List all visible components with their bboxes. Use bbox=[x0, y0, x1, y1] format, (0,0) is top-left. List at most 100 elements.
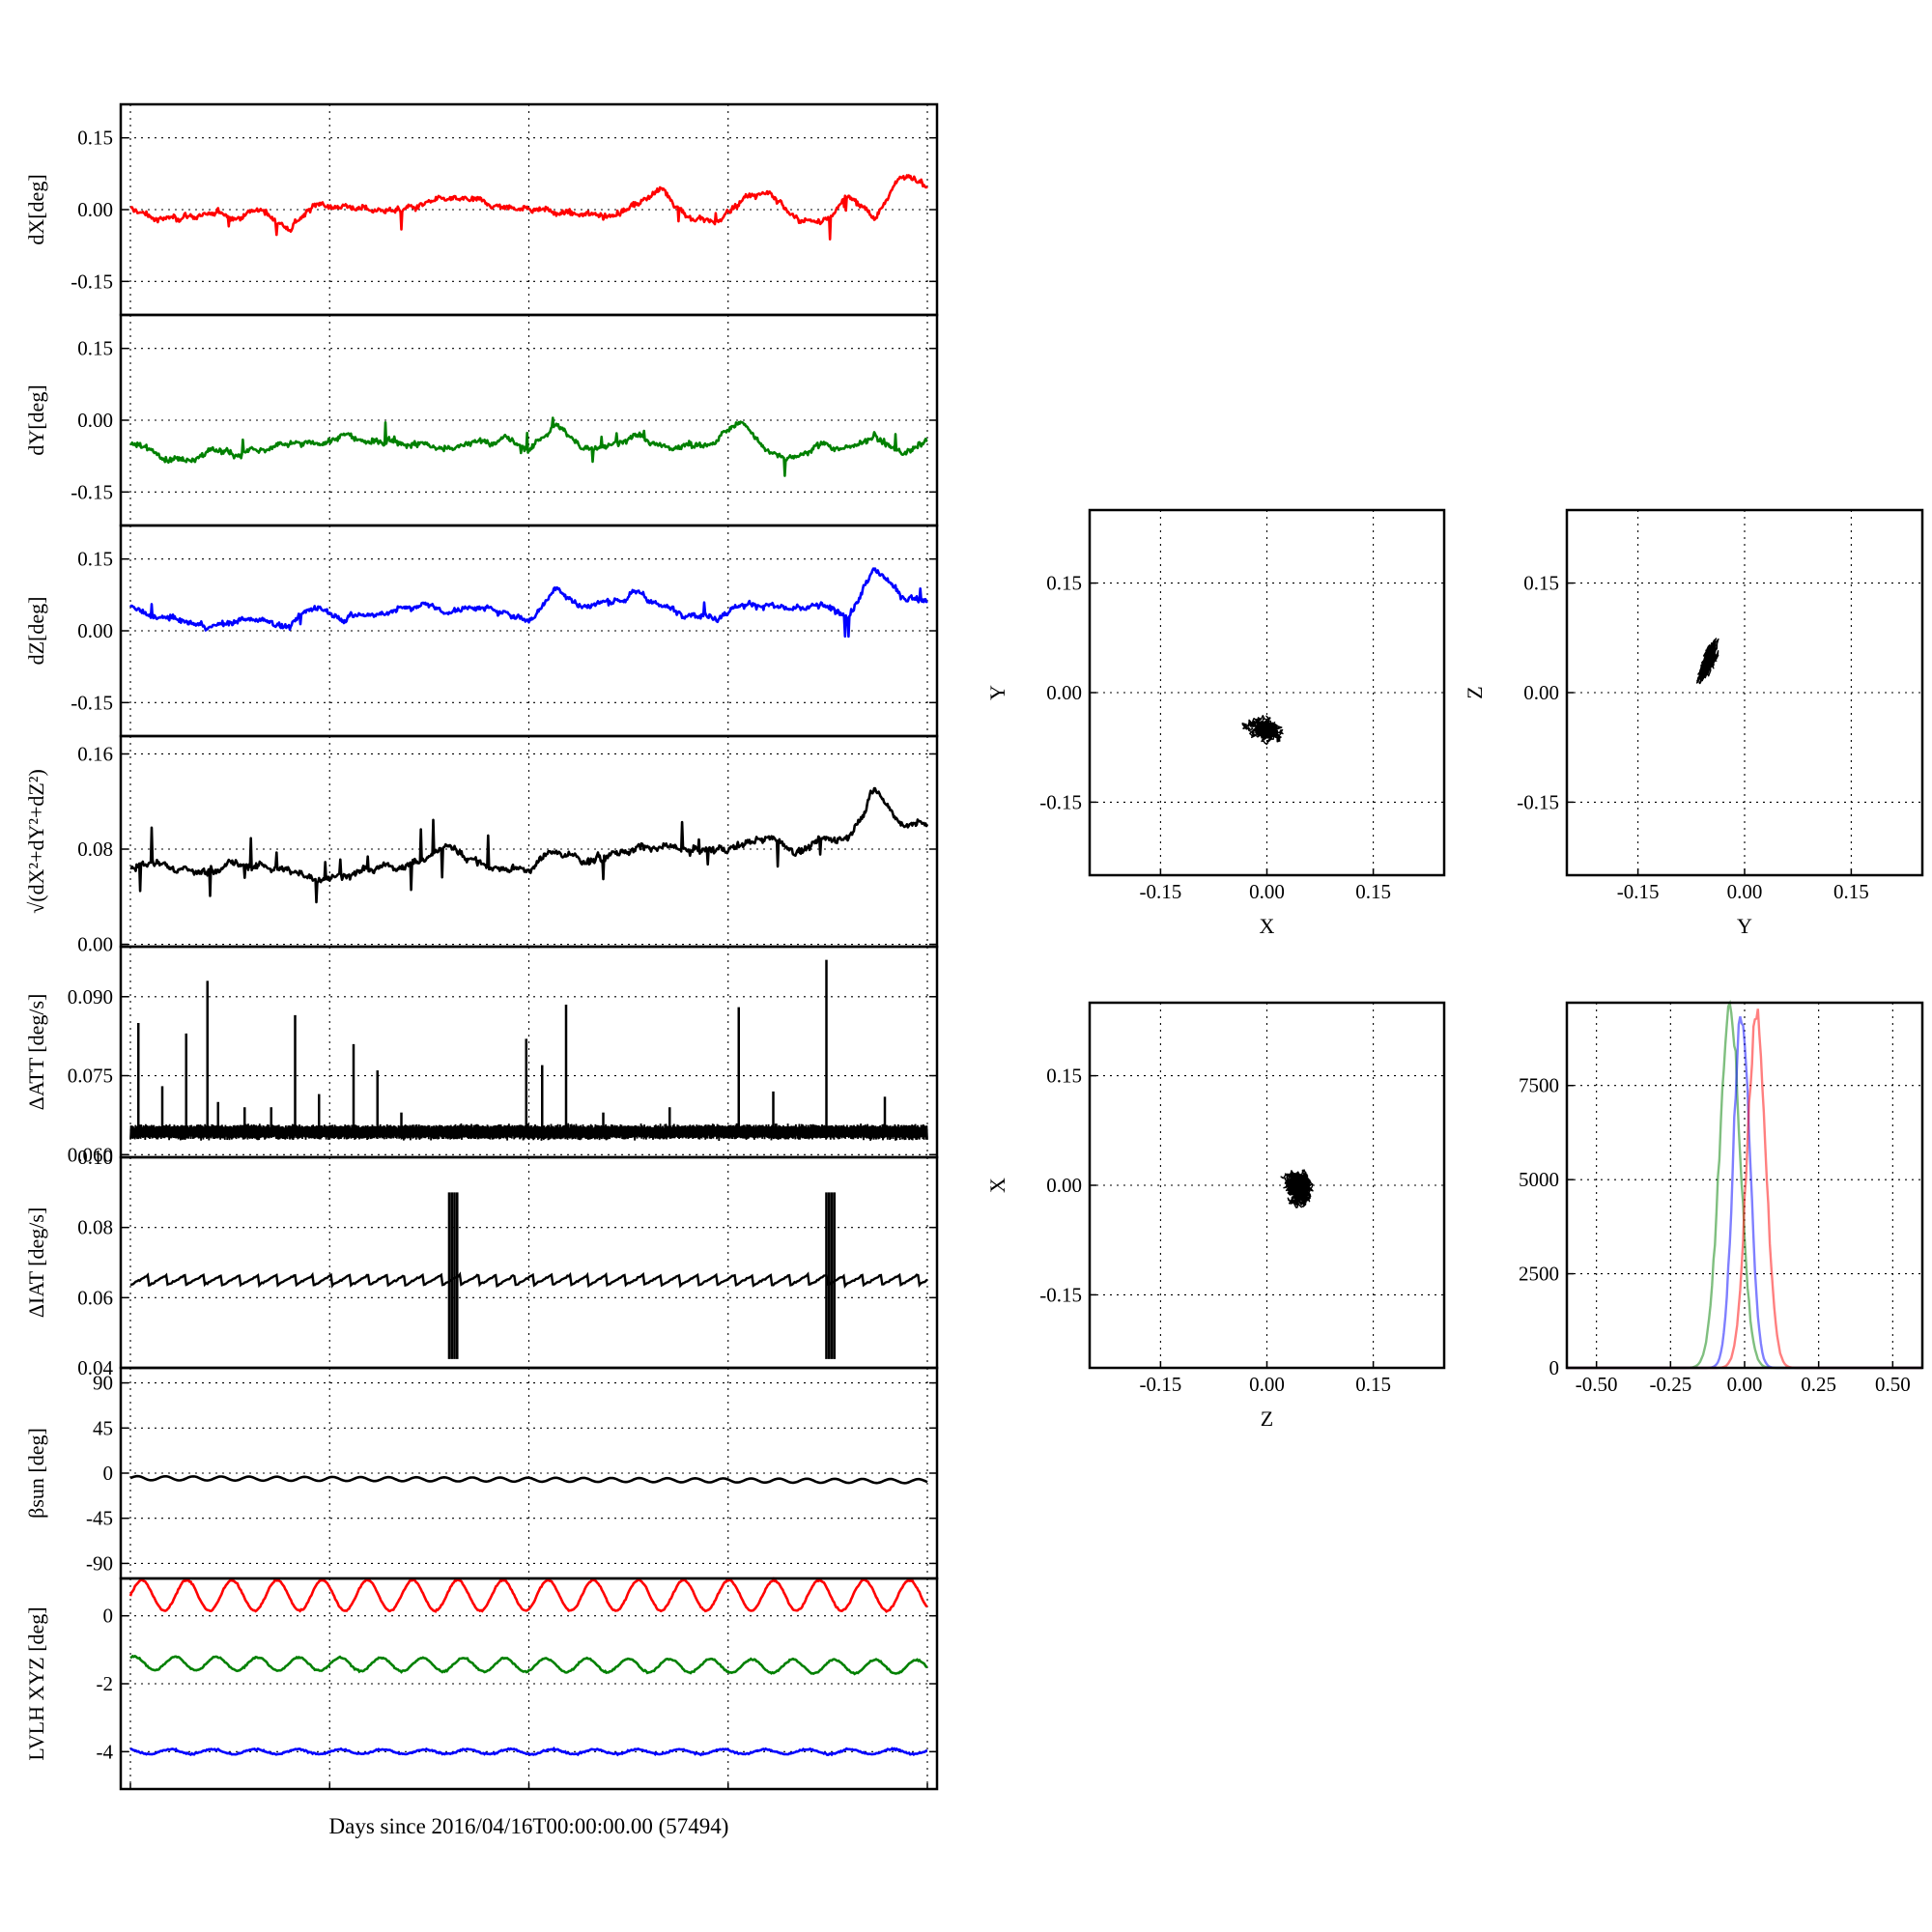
dy-series-line bbox=[129, 416, 928, 477]
magnitude-series-line bbox=[129, 786, 929, 904]
lvlh-z-line bbox=[129, 1746, 928, 1757]
x-tick-label: 0.15 bbox=[1833, 880, 1869, 903]
time-series-panel-7: 90 45 0 -45 -90 βsun [deg] bbox=[24, 1366, 939, 1580]
dx-series-line bbox=[129, 174, 928, 241]
y-tick-label: 0.06 bbox=[77, 1286, 113, 1309]
delta-att-series-line bbox=[129, 1122, 928, 1142]
y-tick-label: 0.00 bbox=[1523, 681, 1559, 704]
beta-sun-series-line bbox=[129, 1474, 928, 1485]
y-tick-label: 0.15 bbox=[1046, 1065, 1082, 1088]
x-tick-label: 0.00 bbox=[1249, 880, 1285, 903]
x-tick-label: -0.50 bbox=[1576, 1373, 1618, 1396]
y-tick-label: 0.15 bbox=[77, 548, 113, 571]
y-tick-label: -0.15 bbox=[1039, 790, 1082, 813]
y-tick-label: -0.15 bbox=[71, 691, 113, 714]
time-series-panel-5: 0.090 0.075 0.060 ΔATT [deg/s] bbox=[24, 945, 939, 1166]
y-tick-label: 0 bbox=[103, 1462, 114, 1485]
y-axis-label: dZ[deg] bbox=[24, 597, 48, 666]
y-tick-label: 0 bbox=[103, 1605, 114, 1628]
time-series-panel-8: 0 -2 -4 Days since 2016/04/16T00:00:00.00 (… bbox=[24, 1577, 939, 1838]
y-tick-label: -0.15 bbox=[71, 480, 113, 503]
y-axis-label: dY[deg] bbox=[24, 384, 48, 455]
y-tick-label: -4 bbox=[97, 1740, 114, 1763]
y-tick-label: 0 bbox=[1549, 1356, 1560, 1379]
x-tick-label: 0.25 bbox=[1801, 1373, 1836, 1396]
y-tick-label: 0.00 bbox=[1046, 681, 1082, 704]
y-tick-label: 0.15 bbox=[1523, 572, 1559, 595]
y-tick-label: 0.08 bbox=[77, 1216, 113, 1239]
scatter-trace bbox=[1280, 1169, 1314, 1208]
y-tick-label: 0.08 bbox=[77, 838, 113, 861]
scatter-panel-YZ: -0.15 0.00 0.15 0.15 0.00 -0.15 Y Z bbox=[1463, 508, 1924, 938]
y-tick-label: 7500 bbox=[1519, 1074, 1559, 1097]
y-tick-label: 0.04 bbox=[77, 1356, 113, 1379]
axes-frame bbox=[119, 1155, 939, 1370]
y-axis-label: Y bbox=[985, 685, 1009, 700]
axes-frame bbox=[1088, 508, 1446, 877]
x-tick-label: 0.00 bbox=[1727, 880, 1763, 903]
x-tick-label: 0.15 bbox=[1355, 1373, 1391, 1396]
scatter-trace bbox=[1695, 638, 1719, 685]
x-tick-label: 0.15 bbox=[1355, 880, 1391, 903]
delta-iat-series-line bbox=[129, 1271, 928, 1290]
x-tick-label: -0.15 bbox=[1140, 880, 1182, 903]
y-tick-label: -0.15 bbox=[1039, 1283, 1082, 1306]
time-series-panel-3: 0.15 0.00 -0.15 dZ[deg] bbox=[24, 524, 939, 738]
y-tick-label: 0.090 bbox=[68, 985, 113, 1009]
axes-frame bbox=[1565, 1001, 1924, 1370]
x-axis-label: Z bbox=[1261, 1406, 1273, 1431]
x-tick-label: 0.00 bbox=[1249, 1373, 1285, 1396]
axes-frame bbox=[1088, 1001, 1446, 1370]
lvlh-y-line bbox=[129, 1654, 928, 1676]
y-tick-label: 0.10 bbox=[77, 1146, 113, 1169]
y-axis-label: dX[deg] bbox=[24, 174, 48, 244]
y-tick-label: 0.00 bbox=[77, 933, 113, 956]
y-tick-label: -0.15 bbox=[71, 270, 113, 293]
axes-frame bbox=[1565, 508, 1924, 877]
scatter-panel-XY: -0.15 0.00 0.15 0.15 0.00 -0.15 X Y bbox=[985, 508, 1446, 938]
axes-frame bbox=[119, 1577, 939, 1791]
x-tick-label: 0.50 bbox=[1875, 1373, 1911, 1396]
y-tick-label: 0.00 bbox=[77, 198, 113, 221]
x-axis-label: Y bbox=[1737, 914, 1752, 938]
y-tick-label: 0.075 bbox=[68, 1065, 113, 1088]
time-series-panel-6: 0.10 0.08 0.06 0.04 ΔIAT [deg/s] bbox=[24, 1146, 939, 1379]
histogram-panel: -0.50 -0.25 0.00 0.25 0.50 7500 5000 2500 0 bbox=[1519, 999, 1924, 1396]
y-tick-label: 45 bbox=[93, 1416, 113, 1439]
dz-series-line bbox=[128, 567, 928, 639]
y-tick-label: 0.15 bbox=[77, 337, 113, 360]
y-tick-label: -90 bbox=[86, 1551, 113, 1575]
y-tick-label: 0.060 bbox=[68, 1143, 113, 1166]
y-tick-label: -45 bbox=[86, 1507, 113, 1530]
y-axis-label: √(dX²+dY²+dZ²) bbox=[24, 769, 48, 914]
lvlh-x-line bbox=[128, 1577, 928, 1613]
y-tick-label: 90 bbox=[93, 1372, 113, 1395]
x-tick-label: -0.15 bbox=[1140, 1373, 1182, 1396]
y-axis-label: ΔIAT [deg/s] bbox=[24, 1208, 48, 1319]
y-tick-label: 0.16 bbox=[77, 742, 113, 765]
y-axis-label: X bbox=[985, 1178, 1009, 1193]
x-tick-label: 0.00 bbox=[1727, 1373, 1763, 1396]
y-tick-label: 0.00 bbox=[77, 409, 113, 432]
time-series-panel-1: 0.15 0.00 -0.15 dX[deg] bbox=[24, 102, 939, 317]
time-series-panel-2: 0.15 0.00 -0.15 dY[deg] bbox=[24, 313, 939, 527]
y-tick-label: 0.15 bbox=[1046, 572, 1082, 595]
x-tick-label: -0.25 bbox=[1649, 1373, 1691, 1396]
y-axis-label: Z bbox=[1463, 686, 1487, 698]
y-tick-label: -2 bbox=[97, 1672, 114, 1695]
y-tick-label: -0.15 bbox=[1517, 790, 1559, 813]
time-series-panel-4: 0.16 0.08 0.00 √(dX²+dY²+dZ²) bbox=[24, 734, 939, 956]
x-axis-label: X bbox=[1260, 914, 1275, 938]
x-tick-label: -0.15 bbox=[1617, 880, 1660, 903]
y-tick-label: 0.00 bbox=[77, 619, 113, 642]
y-axis-label: ΔATT [deg/s] bbox=[24, 994, 48, 1111]
y-axis-label: LVLH XYZ [deg] bbox=[24, 1606, 48, 1760]
y-tick-label: 5000 bbox=[1519, 1168, 1559, 1191]
y-axis-label: βsun [deg] bbox=[24, 1428, 48, 1519]
y-tick-label: 2500 bbox=[1519, 1263, 1559, 1286]
x-axis-label: Days since 2016/04/16T00:00:00.00 (57494… bbox=[329, 1814, 729, 1838]
scatter-trace bbox=[1241, 715, 1284, 746]
y-tick-label: 0.00 bbox=[1046, 1174, 1082, 1197]
y-tick-label: 0.15 bbox=[77, 127, 113, 150]
